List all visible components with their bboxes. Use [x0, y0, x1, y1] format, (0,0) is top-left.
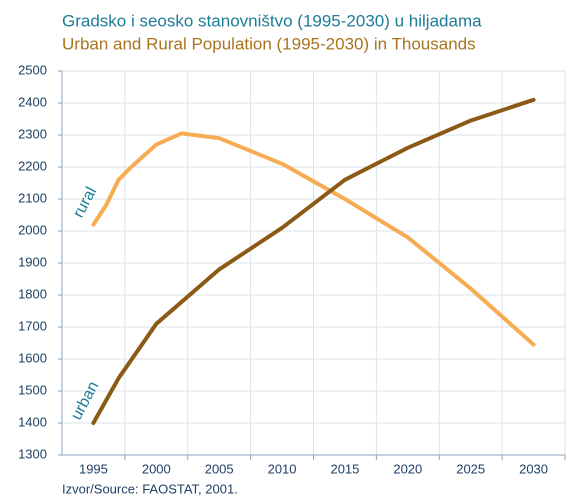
x-tick-label: 2030	[519, 461, 548, 476]
series-label: rural	[70, 184, 100, 220]
y-tick-label: 2200	[18, 158, 47, 173]
y-tick-label: 1800	[18, 286, 47, 301]
y-tick-label: 1300	[18, 446, 47, 461]
y-tick-label: 1400	[18, 414, 47, 429]
x-tick-label: 2020	[393, 461, 422, 476]
x-tick-label: 1995	[79, 461, 108, 476]
x-tick-label: 2010	[268, 461, 297, 476]
y-tick-label: 2000	[18, 222, 47, 237]
y-tick-label: 1600	[18, 350, 47, 365]
chart-title: Gradsko i seosko stanovništvo (1995-2030…	[62, 11, 482, 30]
y-tick-label: 2300	[18, 126, 47, 141]
y-tick-label: 2400	[18, 94, 47, 109]
y-tick-label: 2100	[18, 190, 47, 205]
line-series	[91, 131, 536, 347]
chart-subtitle: Urban and Rural Population (1995-2030) i…	[62, 34, 476, 53]
x-tick-label: 2015	[330, 461, 359, 476]
source: Izvor/Source: FAOSTAT, 2001.	[62, 481, 238, 496]
x-tick-label: 2000	[142, 461, 171, 476]
y-tick-label: 1900	[18, 254, 47, 269]
line-series	[91, 97, 536, 425]
x-tick-label: 2025	[456, 461, 485, 476]
x-tick-label: 2005	[205, 461, 234, 476]
y-tick-label: 1500	[18, 382, 47, 397]
y-tick-label: 1700	[18, 318, 47, 333]
y-tick-label: 2500	[18, 62, 47, 77]
